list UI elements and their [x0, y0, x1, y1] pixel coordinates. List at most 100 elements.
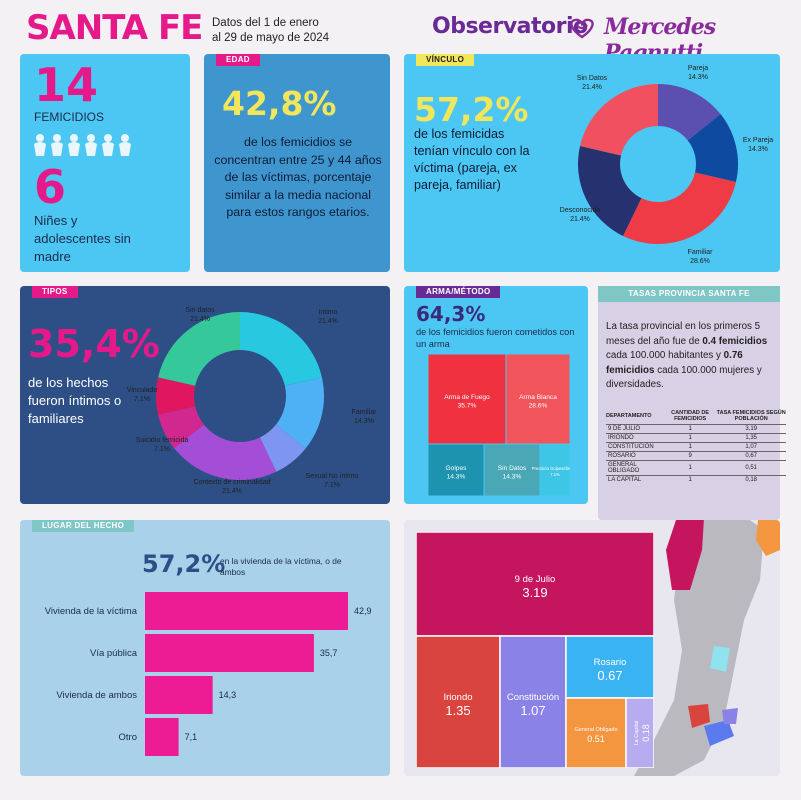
- dept-treemap-value-5: 0.18: [641, 724, 651, 742]
- lugar-percent: 57,2%: [142, 550, 226, 578]
- observatorio-label: Observatorio: [432, 14, 588, 39]
- vinculo-donut-value-2: 28.6%: [690, 258, 710, 265]
- lugar-bar-1: [145, 634, 314, 672]
- vinculo-donut-slice-3: [578, 146, 642, 236]
- tipos-donut-label-3: Contexto de criminalidad: [193, 479, 270, 486]
- arma-tag: ARMA/MÉTODO: [416, 286, 501, 298]
- rates-table-header: DEPARTAMENTO CANTIDAD DE FEMICIDIOS TASA…: [606, 410, 786, 425]
- vinculo-donut-slice-2: [623, 172, 736, 245]
- dept-treemap-value-3: 0.67: [597, 668, 622, 683]
- tipos-tag: TIPOS: [32, 286, 78, 298]
- tipos-donut-value-1: 14.3%: [354, 418, 374, 425]
- santa-fe-map-icon: [634, 520, 780, 776]
- lugar-bar-label-1: Vía pública: [90, 648, 138, 659]
- heart-logo-icon: [570, 18, 594, 39]
- tipos-donut-slice-6: [158, 312, 240, 386]
- vinculo-donut-label-2: Familiar: [688, 249, 714, 256]
- tipos-donut-label-4: Suicidio femicida: [136, 437, 189, 444]
- arma-treemap-value-4: 7.1%: [550, 472, 560, 477]
- arma-treemap-cell-0: [428, 354, 507, 445]
- vinculo-donut-slice-1: [687, 114, 738, 182]
- arma-treemap-label-0: Arma de Fuego: [444, 394, 490, 401]
- vinculo-donut-slice-0: [658, 84, 721, 141]
- arma-treemap-label-1: Arma Blanca: [519, 394, 557, 401]
- vinculo-donut-value-1: 14.3%: [748, 146, 768, 153]
- tipos-donut-label-1: Familiar: [352, 409, 378, 416]
- tipos-donut-slice-3: [174, 424, 277, 480]
- edad-percent: 42,8%: [222, 84, 337, 123]
- dept-treemap-label-0: 9 de Julio: [515, 574, 556, 585]
- dept-treemap-label-1: Iriondo: [443, 692, 472, 703]
- tipos-donut-label-6: Sin datos: [185, 307, 215, 314]
- lugar-bar-2: [145, 676, 213, 714]
- vinculo-donut-value-3: 21.4%: [570, 216, 590, 223]
- lugar-bar-value-0: 42,9: [354, 606, 372, 616]
- organization-name: Mercedes Pagnutti: [604, 14, 716, 66]
- tipos-donut-label-5: Vinculado: [127, 387, 158, 394]
- arma-percent: 64,3%: [416, 302, 486, 326]
- edad-tag: EDAD: [216, 54, 260, 66]
- table-cell: 1: [663, 460, 717, 476]
- lugar-bar-label-2: Vivienda de ambos: [56, 690, 137, 701]
- table-cell: 3,19: [716, 424, 786, 434]
- vinculo-donut-value-0: 14.3%: [688, 74, 708, 81]
- dept-treemap-label-5: La Capital: [634, 721, 640, 746]
- col-header-cantidad: CANTIDAD DE FEMICIDIOS: [671, 410, 710, 422]
- tipos-donut-label-0: Intimo: [318, 309, 337, 316]
- dept-treemap-label-3: Rosario: [594, 657, 627, 668]
- arma-treemap-label-2: Golpes: [446, 465, 468, 472]
- tipos-donut-slice-1: [275, 377, 324, 449]
- tipos-percent: 35,4%: [28, 322, 160, 366]
- table-cell: CONSTITUCIÓN: [606, 442, 664, 452]
- table-cell: LA CAPITAL: [606, 475, 664, 484]
- lugar-bar-value-2: 14,3: [219, 690, 237, 700]
- tipos-donut-value-6: 21.4%: [190, 316, 210, 323]
- tipos-donut-value-5: 7.1%: [134, 396, 150, 403]
- arma-treemap-cell-4: [539, 443, 570, 496]
- table-cell: ROSARIO: [606, 451, 664, 461]
- lugar-bar-value-3: 7,1: [185, 732, 198, 742]
- table-cell: 0,67: [716, 451, 786, 461]
- arma-treemap-label-3: Sin Datos: [498, 465, 527, 472]
- lugar-text: en la vivienda de la víctima, o de ambos: [220, 556, 342, 577]
- lugar-bar-3: [145, 718, 179, 756]
- vinculo-donut-label-3: Desconocido: [560, 207, 601, 214]
- tipos-donut-slice-4: [158, 406, 204, 449]
- table-row: CONSTITUCIÓN 1 1,07: [606, 442, 786, 452]
- femicidios-card: 14 FEMICIDIOS 6 Niñes y adolescentes sin…: [20, 54, 190, 272]
- people-icon: [34, 134, 131, 156]
- table-cell: 0,18: [716, 475, 786, 484]
- tasas-card: TASAS PROVINCIA SANTA FE La tasa provinc…: [598, 286, 780, 520]
- table-cell: 1: [663, 424, 717, 434]
- lugar-bar-label-3: Otro: [119, 732, 137, 743]
- dept-treemap-value-1: 1.35: [445, 703, 470, 718]
- table-cell: 9: [663, 451, 717, 461]
- femicidios-label: FEMICIDIOS: [34, 110, 105, 124]
- table-row: GENERAL OBLIGADO 1 0,51: [606, 460, 786, 476]
- lugar-tag: LUGAR DEL HECHO: [32, 520, 135, 532]
- vinculo-text: de los femicidas tenían vínculo con la v…: [414, 127, 530, 192]
- tasas-text: La tasa provincial en los primeros 5 mes…: [606, 321, 768, 390]
- date-range: Datos del 1 de enero al 29 de mayo de 20…: [212, 17, 330, 44]
- arma-treemap-value-2: 14.3%: [447, 474, 466, 481]
- tipos-donut-slice-2: [259, 424, 306, 472]
- vinculo-donut-chart: Pareja 14.3% Ex Pareja 14.3% Familiar 28.6% De…: [560, 65, 774, 265]
- tipos-donut-value-0: 21.4%: [318, 318, 338, 325]
- arma-treemap-value-1: 28.6%: [529, 403, 548, 410]
- arma-treemap-cell-1: [505, 354, 570, 445]
- dept-treemap-label-4: General Obligado: [574, 727, 617, 733]
- arma-treemap-value-3: 14.3%: [503, 474, 522, 481]
- rates-table: DEPARTAMENTO CANTIDAD DE FEMICIDIOS TASA…: [606, 410, 786, 484]
- tipos-donut-value-4: 7.1%: [154, 446, 170, 453]
- dept-treemap-value-4: 0.51: [587, 734, 605, 744]
- vinculo-donut-label-0: Pareja: [688, 65, 708, 72]
- dept-treemap-value-2: 1.07: [520, 703, 545, 718]
- vinculo-donut-label-1: Ex Pareja: [743, 137, 773, 144]
- table-row: ROSARIO 9 0,67: [606, 451, 786, 461]
- tasas-tag: TASAS PROVINCIA SANTA FE: [598, 286, 780, 302]
- dept-treemap-cell-4: [565, 697, 627, 768]
- table-cell: 1: [663, 442, 717, 452]
- vinculo-donut-label-4: Sin Datos: [577, 75, 608, 82]
- children-count: 6: [34, 160, 67, 214]
